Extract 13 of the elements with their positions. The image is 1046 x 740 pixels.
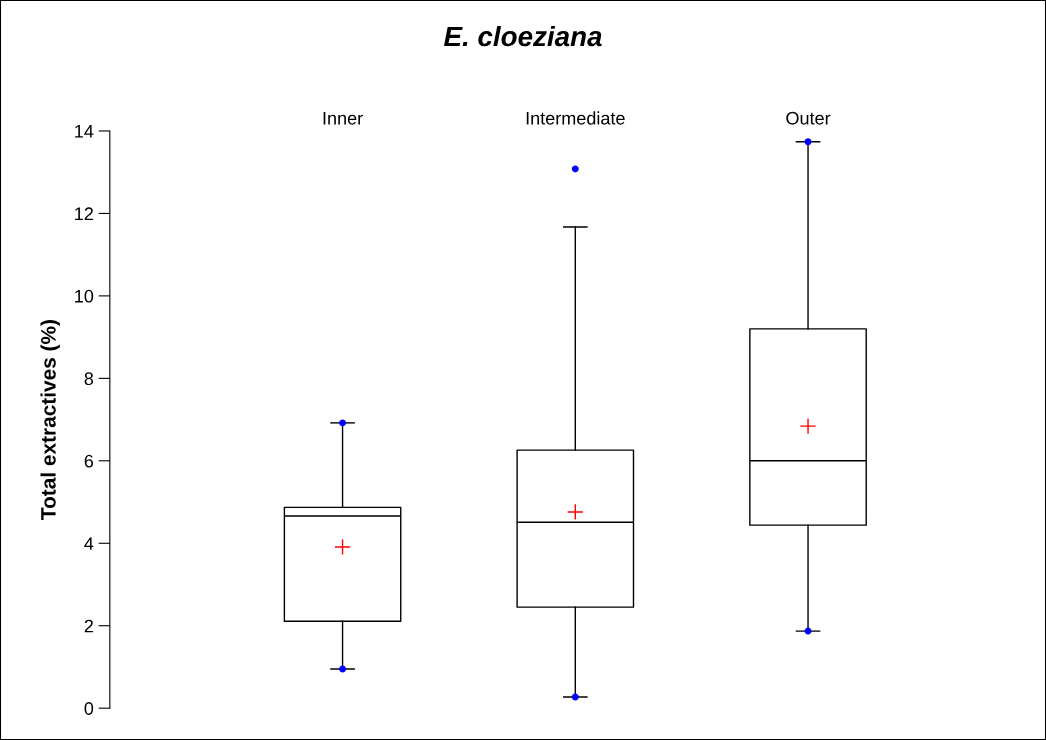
- x-tick-label: Intermediate: [526, 111, 625, 125]
- y-tick-label: 6: [84, 454, 94, 468]
- y-tick-label: 14: [75, 125, 94, 138]
- y-tick-label: 8: [84, 372, 94, 386]
- y-axis-title: Total extractives (%): [40, 320, 60, 520]
- x-tick-label: Outer: [786, 111, 831, 125]
- chart-title: E. cloeziana: [443, 25, 602, 47]
- y-tick-label: 2: [84, 619, 93, 633]
- y-tick-label: 4: [84, 537, 94, 550]
- y-tick-label: 0: [84, 702, 94, 715]
- x-tick-label: Inner: [323, 112, 363, 125]
- y-tick-label: 10: [75, 289, 94, 303]
- y-tick-label: 12: [75, 207, 93, 220]
